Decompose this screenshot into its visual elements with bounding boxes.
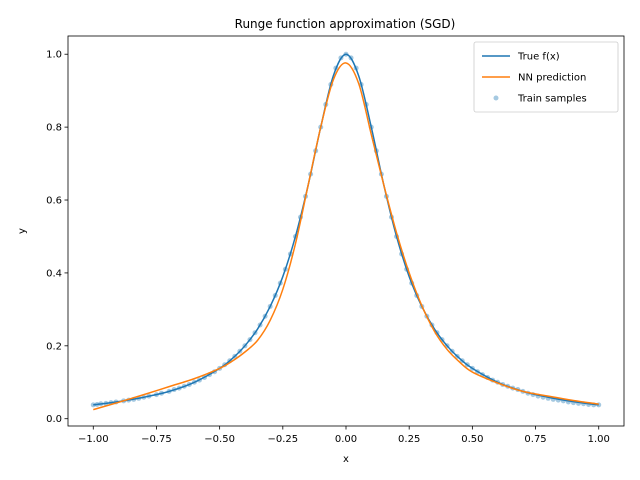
y-tick-label: 1.0 xyxy=(46,50,62,61)
x-tick-label: −1.00 xyxy=(78,434,109,445)
legend-label-nn-prediction: NN prediction xyxy=(518,73,586,84)
x-axis-label: x xyxy=(343,454,349,465)
x-tick-label: −0.25 xyxy=(267,434,298,445)
chart-title: Runge function approximation (SGD) xyxy=(235,17,456,31)
series-layer xyxy=(90,51,602,411)
y-tick-label: 0.2 xyxy=(46,341,62,352)
y-tick-label: 0.8 xyxy=(46,123,62,134)
legend-box xyxy=(473,41,619,113)
legend-swatch-train-samples xyxy=(493,95,499,101)
legend: True f(x) NN prediction Train samples xyxy=(473,41,619,113)
x-tick-label: 1.00 xyxy=(588,434,610,445)
y-ticks: 0.0 0.2 0.4 0.6 0.8 1.0 xyxy=(46,50,68,425)
x-tick-label: 0.75 xyxy=(524,434,546,445)
legend-label-train-samples: Train samples xyxy=(517,94,587,105)
x-ticks: −1.00 −0.75 −0.50 −0.25 0.00 0.25 0.50 0.75 1.00 xyxy=(78,426,610,445)
series-nn-prediction-line xyxy=(93,62,599,411)
y-axis-label: y xyxy=(17,228,28,234)
legend-label-true-fx: True f(x) xyxy=(517,52,560,63)
x-tick-label: 0.50 xyxy=(461,434,483,445)
x-tick-label: 0.25 xyxy=(398,434,420,445)
y-tick-label: 0.4 xyxy=(46,268,62,279)
x-tick-label: −0.50 xyxy=(204,434,235,445)
y-tick-label: 0.6 xyxy=(46,196,62,207)
y-tick-label: 0.0 xyxy=(46,414,62,425)
x-tick-label: −0.75 xyxy=(141,434,172,445)
x-tick-label: 0.00 xyxy=(335,434,357,445)
